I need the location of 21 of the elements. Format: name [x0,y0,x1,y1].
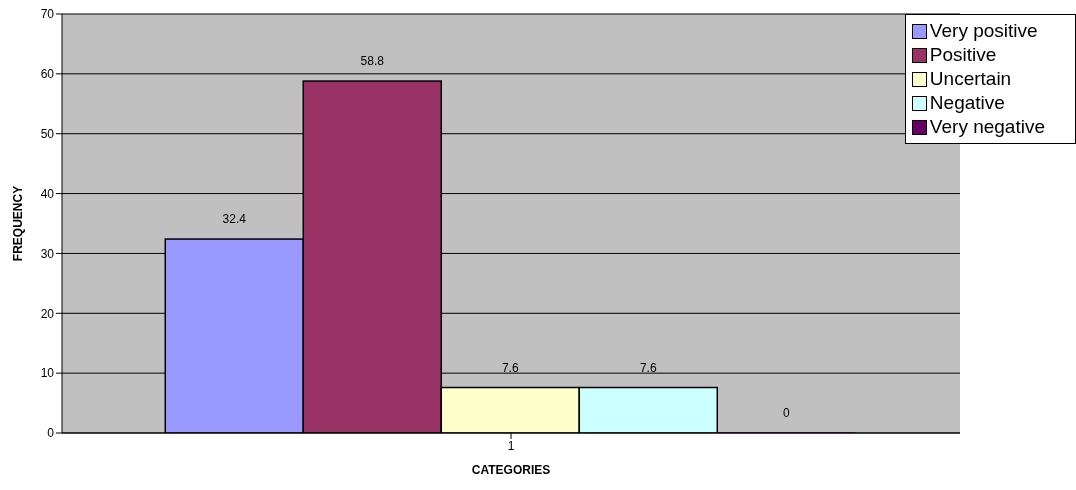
y-axis-title: FREQUENCY [11,185,26,262]
data-label: 0 [782,406,790,420]
data-label: 7.6 [639,360,657,375]
y-tick-label: 60 [40,67,55,82]
legend-label: Very negative [929,115,1045,139]
x-tick-label: 1 [507,438,515,453]
legend-label: Very positive [929,19,1038,43]
y-tick-label: 30 [40,246,55,261]
y-tick-label: 40 [40,186,55,201]
y-tick-label: 10 [40,366,55,381]
y-tick-label: 50 [40,126,55,141]
y-tick-label: 20 [40,306,55,321]
y-tick-label: 70 [40,7,55,22]
legend-label: Uncertain [929,67,1012,91]
data-label: 58.8 [360,54,385,69]
data-label: 7.6 [501,360,519,375]
data-label: 32.4 [222,212,247,227]
y-tick-label: 0 [47,426,55,441]
legend-label: Negative [929,91,1005,115]
legend-label: Positive [929,43,997,67]
x-axis-title: CATEGORIES [471,463,551,477]
